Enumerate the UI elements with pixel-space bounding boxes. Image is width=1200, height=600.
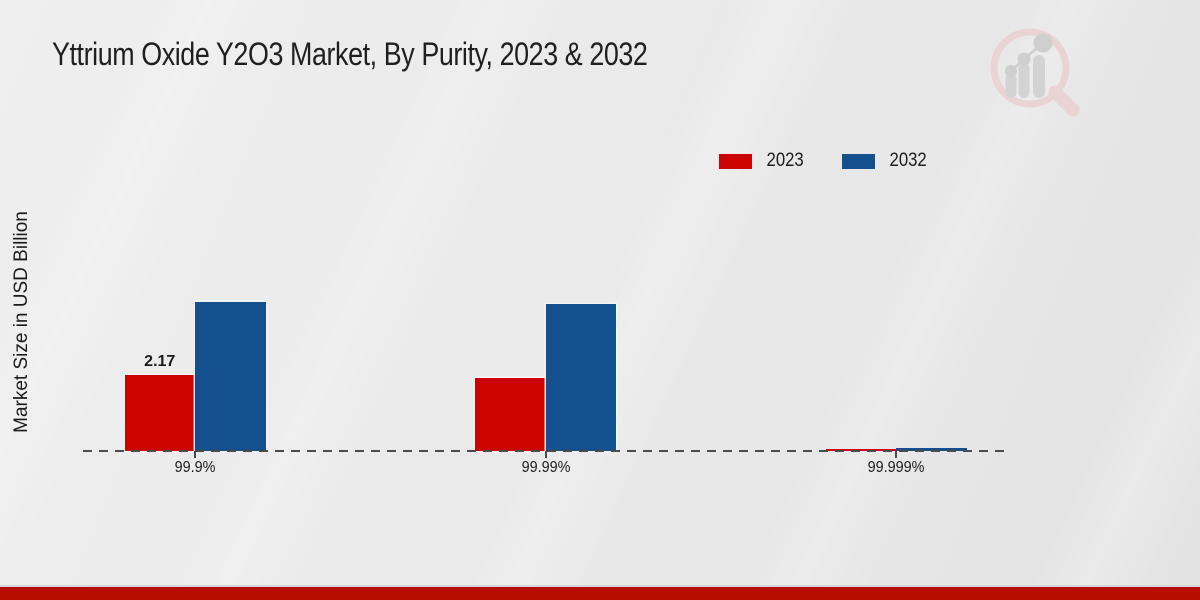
magnifier-bar-chart-logo-icon	[990, 28, 1080, 117]
footer-red-strip	[0, 587, 1200, 600]
legend-swatch-2032	[842, 153, 876, 169]
bar-2032-99.999%	[896, 447, 967, 451]
bar-2032-99.9%	[195, 302, 266, 451]
bar-2032-99.99%	[545, 304, 616, 451]
category-label: 99.9%	[174, 459, 216, 476]
legend: 2023 2032	[719, 150, 930, 172]
bar-value-label: 2.17	[144, 353, 176, 371]
bar-2023-99.9%	[124, 375, 195, 451]
x-axis-tick	[194, 451, 196, 458]
category-label: 99.999%	[867, 459, 925, 476]
category-label: 99.99%	[521, 459, 570, 476]
chart-title: Yttrium Oxide Y2O3 Market, By Purity, 20…	[52, 36, 648, 72]
legend-label: 2023	[766, 150, 804, 171]
legend-label: 2032	[889, 150, 928, 171]
bar-2023-99.99%	[475, 377, 546, 451]
legend-item-2032: 2032	[842, 150, 929, 172]
footer-divider	[0, 585, 1200, 587]
x-axis-tick	[895, 451, 897, 458]
x-axis-tick	[544, 451, 547, 458]
legend-swatch-2023	[719, 153, 752, 169]
legend-item-2023: 2023	[719, 150, 806, 172]
